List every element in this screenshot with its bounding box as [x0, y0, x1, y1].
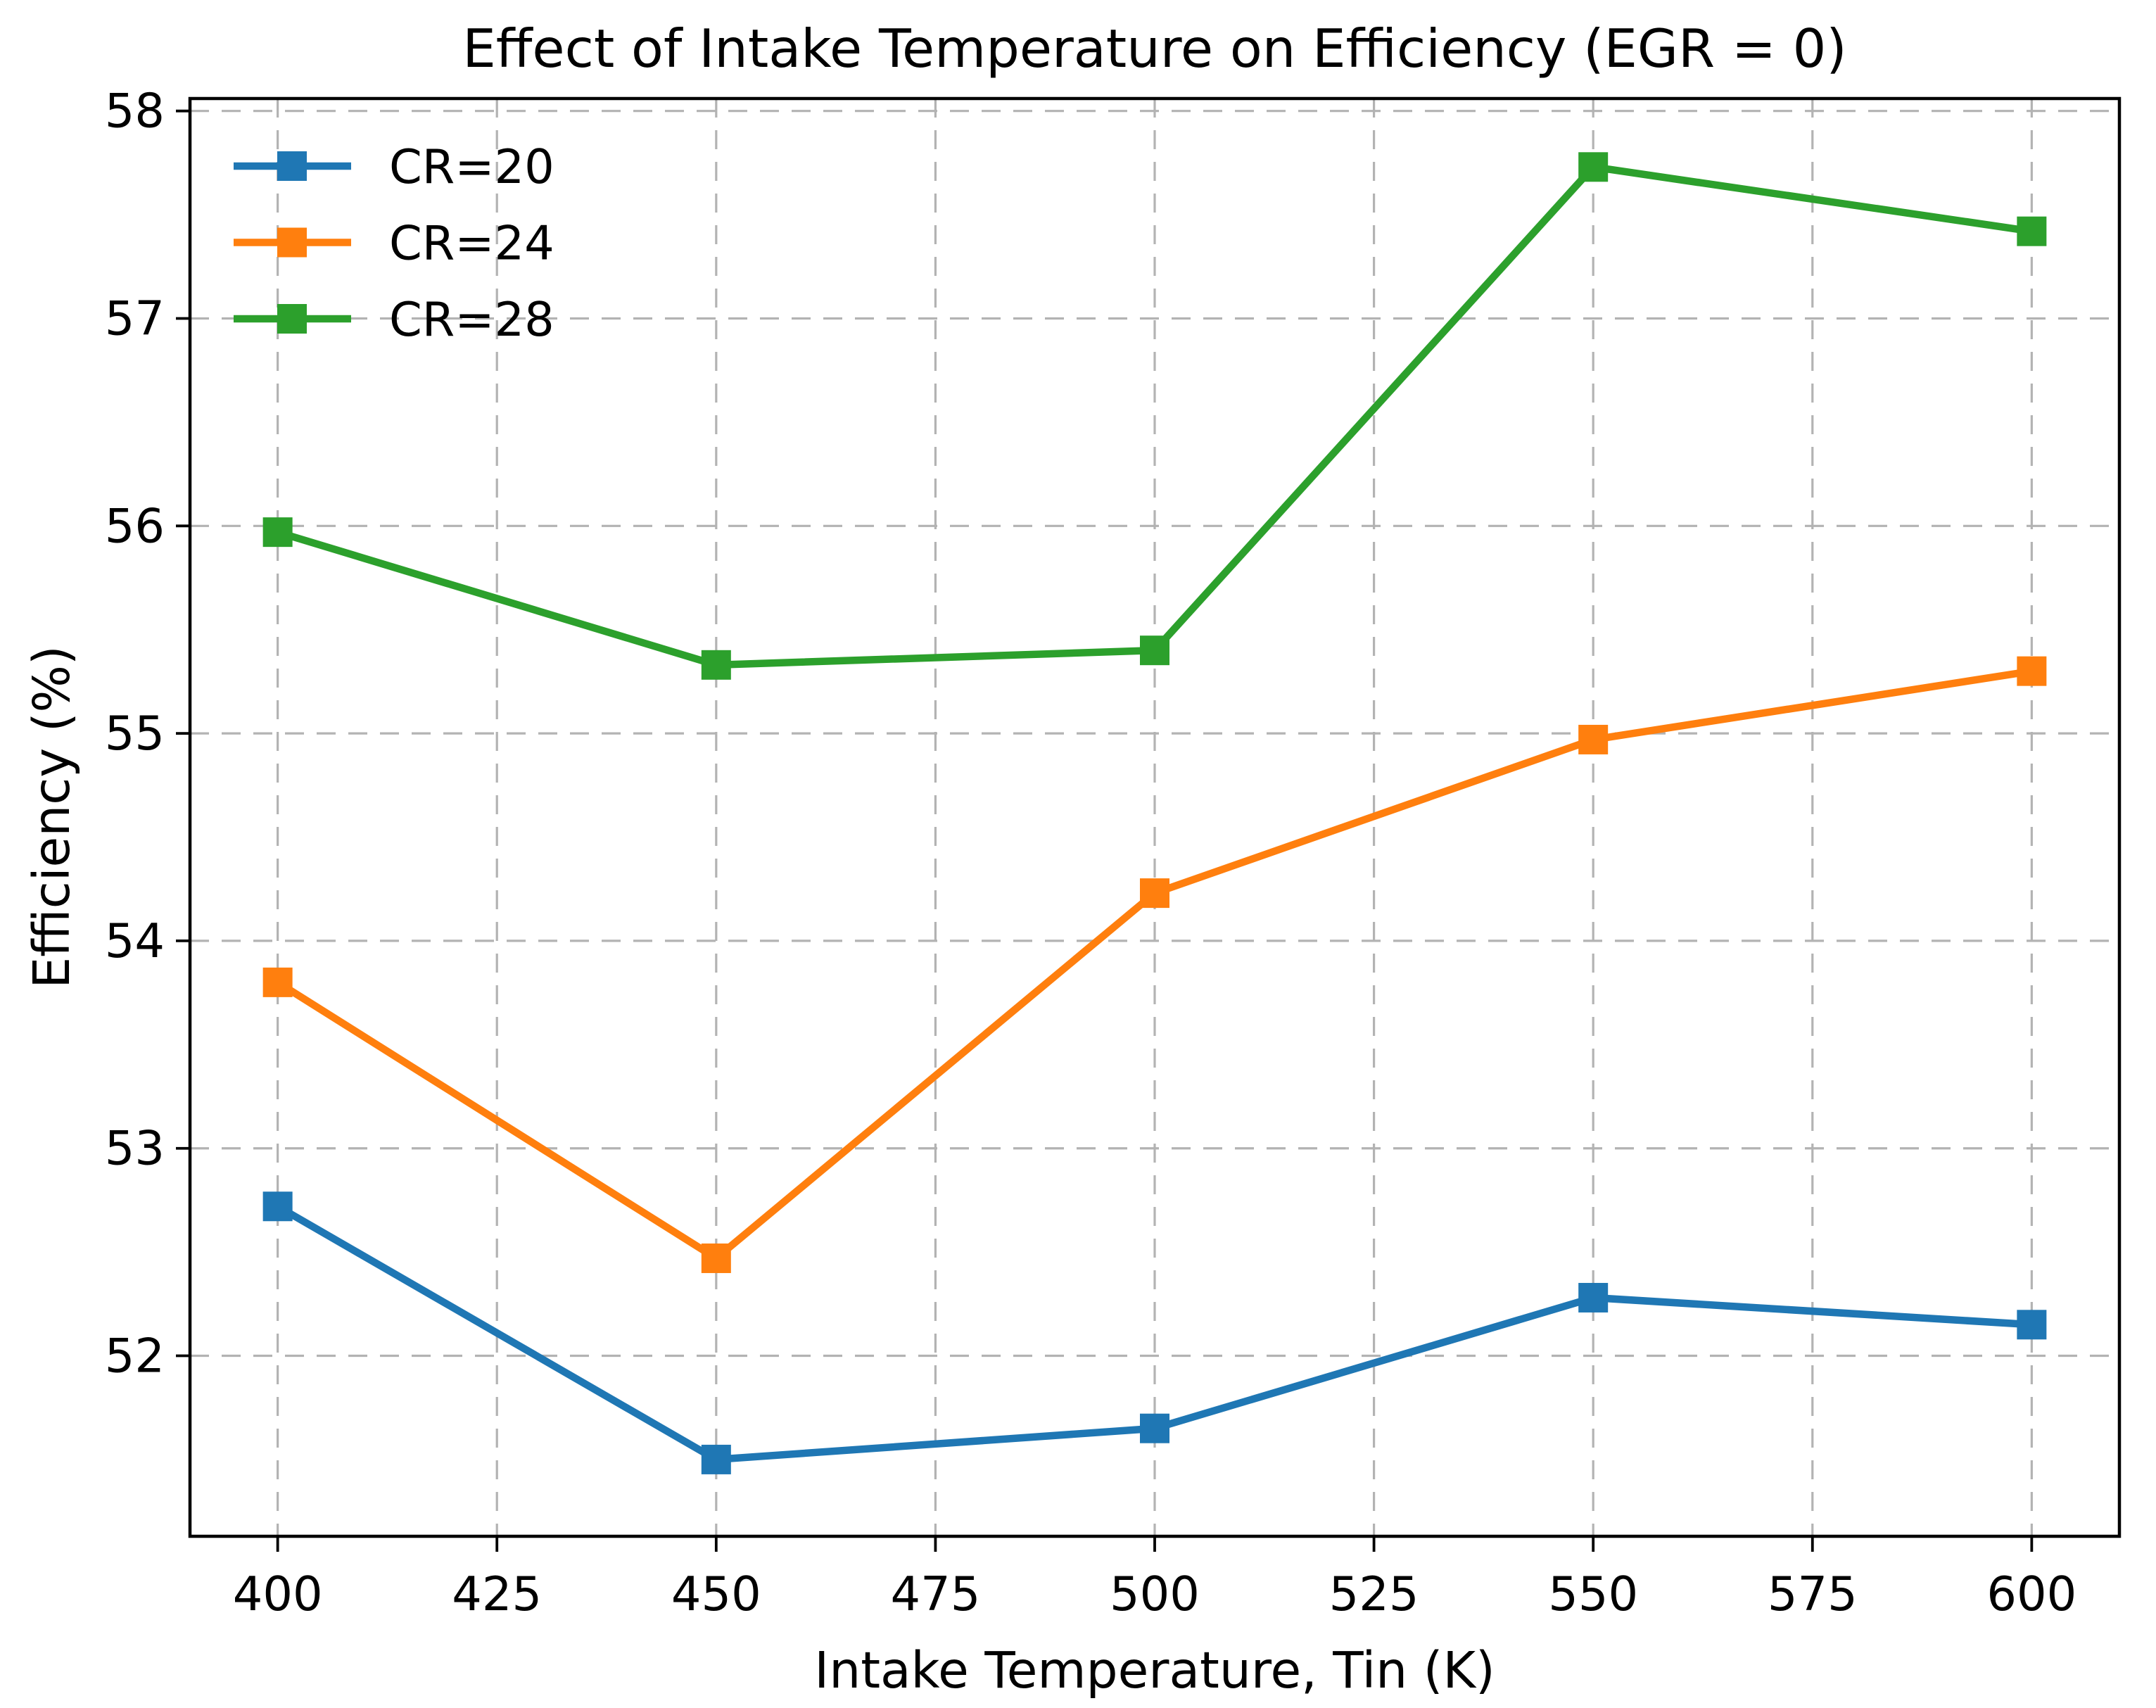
x-tick-label-575: 575 — [1768, 1567, 1858, 1621]
marker-cr-24-450 — [701, 1243, 731, 1273]
legend-label-cr-20: CR=20 — [389, 139, 554, 194]
series-layer — [262, 152, 2047, 1474]
marker-cr-28-600 — [2017, 216, 2047, 246]
marker-cr-28-500 — [1140, 635, 1169, 666]
marker-cr-20-400 — [262, 1191, 293, 1222]
x-tick-label-450: 450 — [671, 1567, 761, 1621]
legend-layer: CR=20 CR=24 CR=28 — [234, 139, 554, 347]
legend-marker-cr-28 — [277, 304, 307, 334]
legend-label-cr-24: CR=24 — [389, 216, 554, 271]
x-axis-label: Intake Temperature, Tin (K) — [814, 1641, 1495, 1700]
x-tick-label-525: 525 — [1329, 1567, 1419, 1621]
y-tick-label-54: 54 — [105, 913, 165, 968]
y-tick-label-53: 53 — [105, 1121, 165, 1176]
marker-cr-24-550 — [1578, 724, 1609, 754]
legend-label-cr-28: CR=28 — [389, 292, 554, 347]
x-tick-label-425: 425 — [452, 1567, 542, 1621]
marker-cr-20-450 — [701, 1444, 731, 1474]
y-tick-label-55: 55 — [105, 706, 165, 761]
y-tick-label-57: 57 — [105, 291, 165, 346]
marker-cr-20-600 — [2017, 1310, 2047, 1340]
marker-cr-28-400 — [262, 517, 293, 548]
legend-marker-cr-20 — [277, 151, 307, 181]
marker-cr-28-450 — [701, 650, 731, 680]
marker-cr-24-500 — [1140, 878, 1169, 909]
x-tick-label-600: 600 — [1986, 1567, 2076, 1621]
grid-layer — [190, 99, 2119, 1536]
marker-cr-24-400 — [262, 967, 293, 997]
x-tick-label-400: 400 — [233, 1567, 323, 1621]
y-axis-label: Efficiency (%) — [23, 645, 81, 988]
chart-title: Effect of Intake Temperature on Efficien… — [462, 18, 1846, 80]
marker-cr-20-550 — [1578, 1282, 1609, 1312]
axis-layer: 400 425 450 475 500 525 550 575 600 52 53 54 55 56 57 5… — [105, 84, 2122, 1621]
y-tick-label-52: 52 — [105, 1329, 165, 1384]
x-tick-label-550: 550 — [1548, 1567, 1638, 1621]
marker-cr-20-500 — [1140, 1413, 1169, 1443]
marker-cr-24-600 — [2017, 656, 2047, 686]
y-tick-label-58: 58 — [105, 84, 165, 139]
legend-marker-cr-24 — [277, 227, 307, 258]
x-tick-label-500: 500 — [1110, 1567, 1200, 1621]
x-tick-label-475: 475 — [890, 1567, 980, 1621]
marker-cr-28-550 — [1578, 152, 1609, 182]
y-tick-label-56: 56 — [105, 498, 165, 553]
